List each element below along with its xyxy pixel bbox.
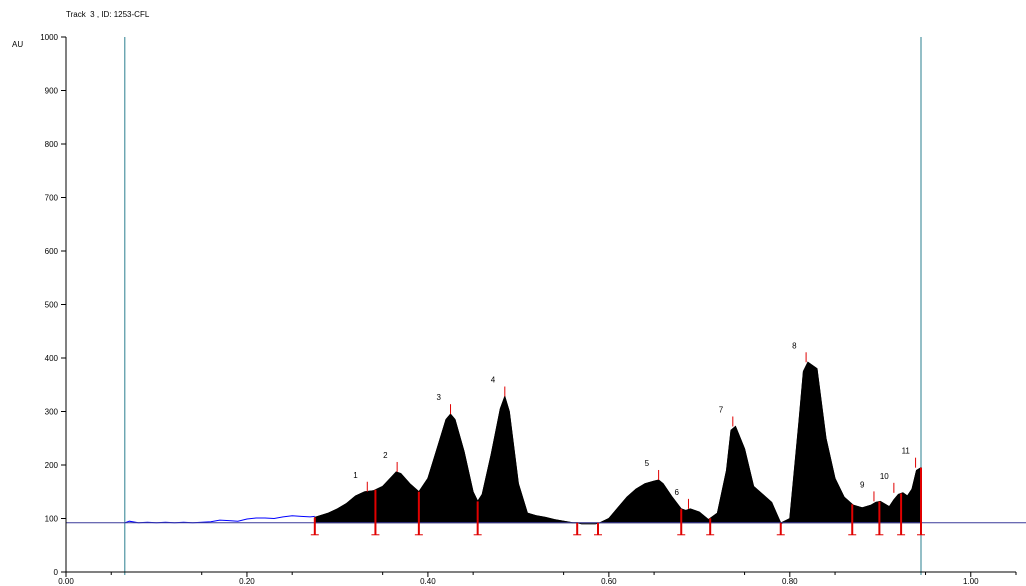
- peak-label: 6: [674, 488, 679, 497]
- y-tick-label: 600: [45, 247, 59, 256]
- y-tick-label: 900: [45, 87, 59, 96]
- peak-label: 8: [792, 341, 797, 350]
- series-line: [124, 515, 315, 524]
- y-tick-label: 100: [45, 515, 59, 524]
- peak-label: 7: [719, 405, 724, 414]
- peak-label: 1: [353, 471, 358, 480]
- y-axis-label: AU: [12, 40, 23, 49]
- y-tick-label: 200: [45, 461, 59, 470]
- x-tick-label: 1.00: [963, 577, 979, 586]
- x-tick-label: 0.60: [601, 577, 617, 586]
- y-tick-label: 800: [45, 140, 59, 149]
- y-tick-label: 700: [45, 194, 59, 203]
- peak-markers: [310, 352, 925, 536]
- axes: 0 100 200 300 400 500 600 700 800 900 1000 0.00 0.20…: [40, 33, 1017, 586]
- peak-labels: 1 2 3 4 5 6 7 8 9 10 11: [353, 341, 910, 497]
- x-tick-label: 0.20: [239, 577, 255, 586]
- peak-label: 3: [437, 393, 442, 402]
- peak-fill-area: [314, 361, 922, 524]
- peak-areas: [314, 361, 922, 524]
- series-line: [314, 361, 922, 525]
- y-tick-label: 1000: [40, 33, 58, 42]
- peak-label: 2: [383, 451, 388, 460]
- y-tick-label: 300: [45, 408, 59, 417]
- y-tick-label: 0: [54, 568, 59, 577]
- peak-label: 9: [860, 480, 865, 489]
- y-tick-label: 400: [45, 354, 59, 363]
- peak-label: 5: [645, 459, 650, 468]
- peak-label: 11: [902, 447, 911, 456]
- chart-title: Track 3 , ID: 1253-CFL: [66, 10, 150, 19]
- x-tick-label: 0.80: [782, 577, 798, 586]
- peak-label: 10: [880, 472, 889, 481]
- peak-label: 4: [491, 376, 496, 385]
- x-tick-label: 0.40: [420, 577, 436, 586]
- y-tick-label: 500: [45, 301, 59, 310]
- x-tick-label: 0.00: [58, 577, 74, 586]
